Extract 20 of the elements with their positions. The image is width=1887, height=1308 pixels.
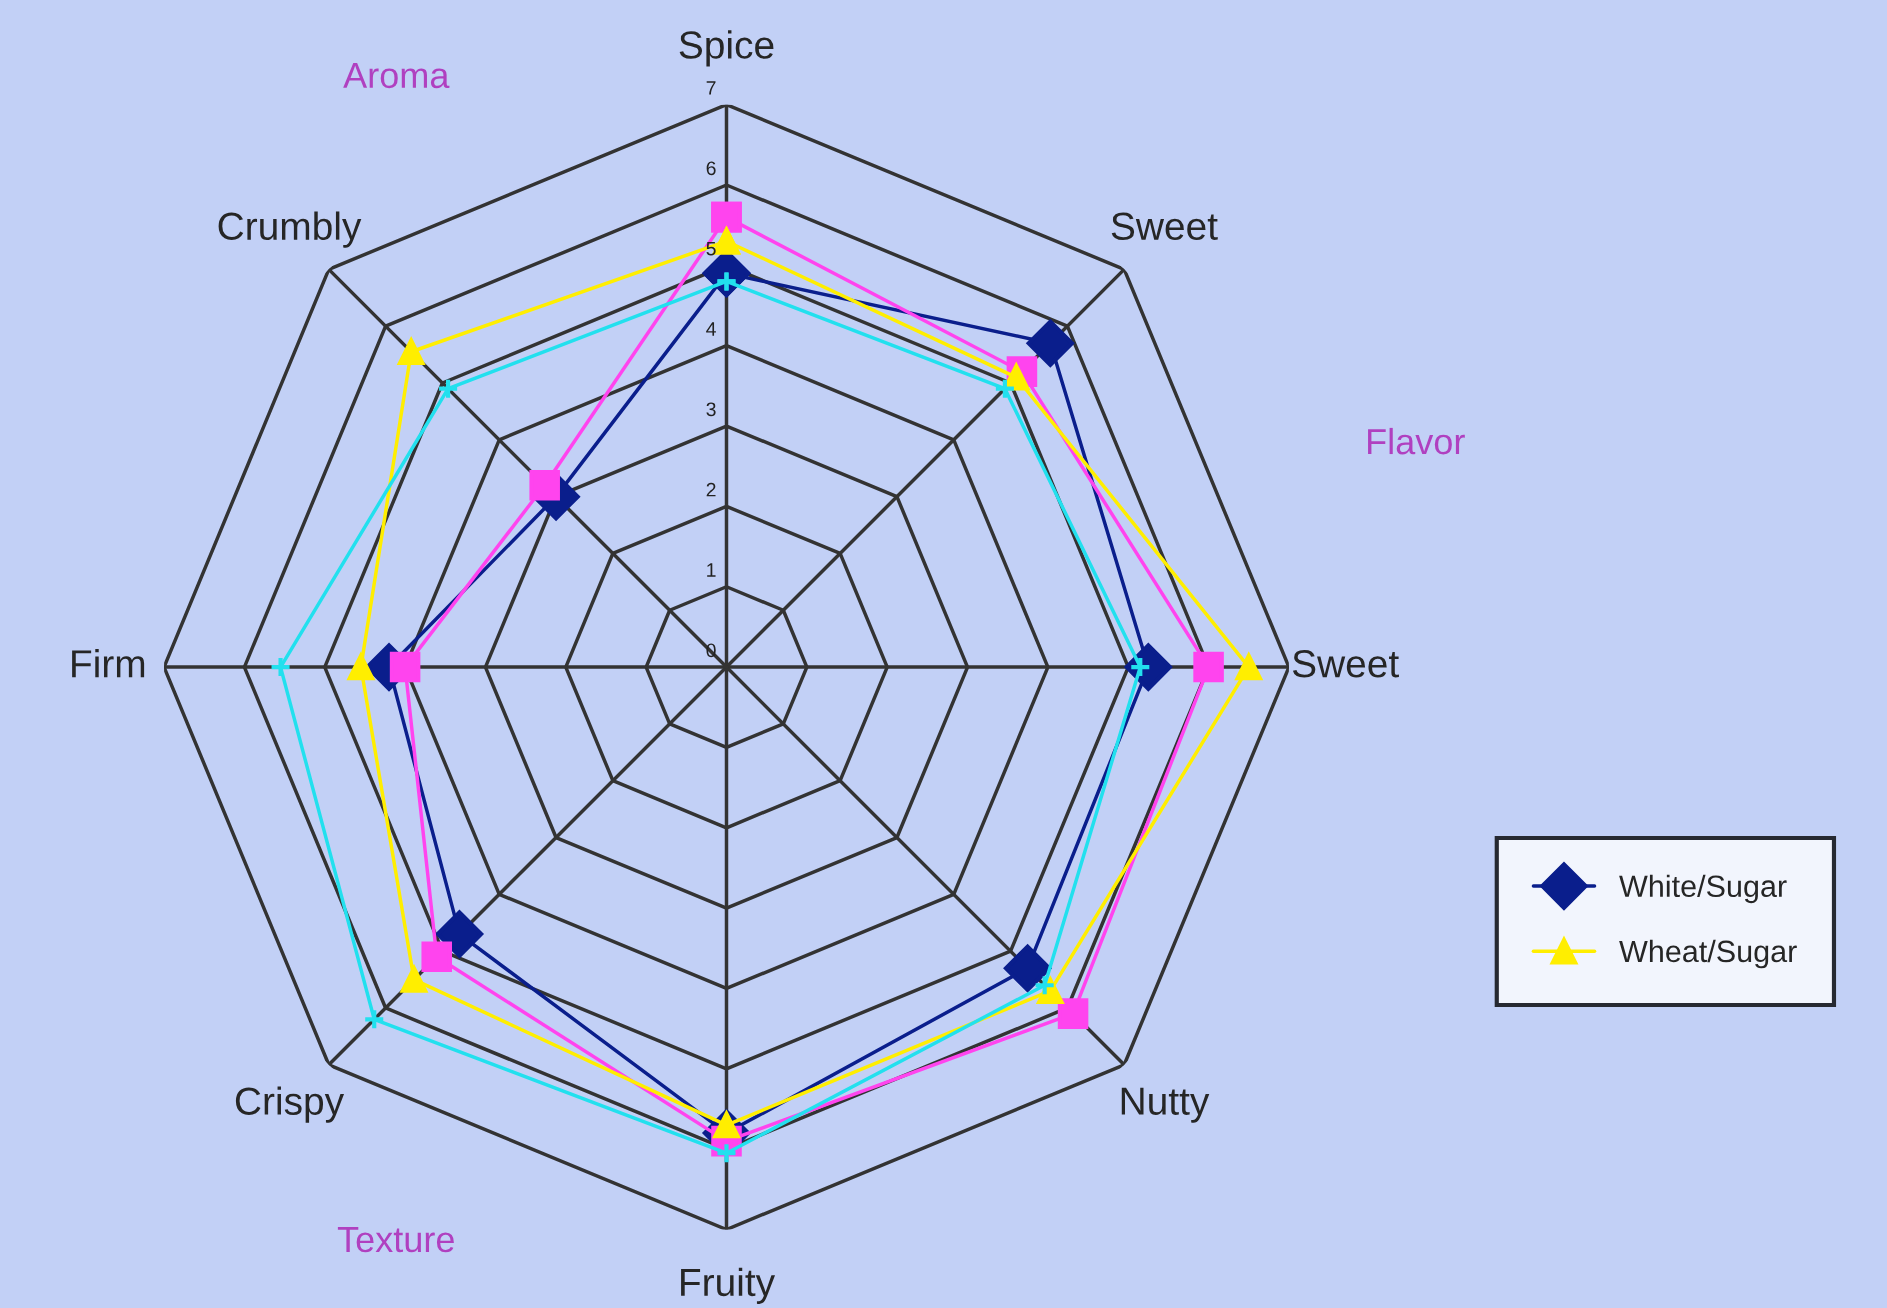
y-tick-label: 1 [707,563,716,577]
spoke-label: Nutty [1121,1087,1210,1123]
text: Aroma [343,62,450,89]
y-tick-label: 3 [706,402,716,417]
y-tick-label: 0 [706,643,716,658]
y-tick-label: 4 [706,322,716,336]
y-tick-label: 6 [706,161,716,176]
text: Texture [337,1227,454,1253]
spoke-label: Crumbly [218,211,362,248]
spoke-label: Spice [679,30,774,67]
spoke-label: Firm [72,648,145,678]
y-tick-label: 2 [706,482,716,497]
legend-label: Wheat/Sugar [1619,939,1797,969]
spoke-label: Sweet [1292,649,1399,678]
legend-label: White/Sugar [1619,874,1787,904]
spoke-label: Sweet [1111,212,1218,241]
y-tick-label: 7 [706,81,716,95]
text: Flavor [1368,427,1465,455]
spoke-label: Fruity [681,1267,776,1304]
spoke-label: Crispy [235,1086,345,1123]
